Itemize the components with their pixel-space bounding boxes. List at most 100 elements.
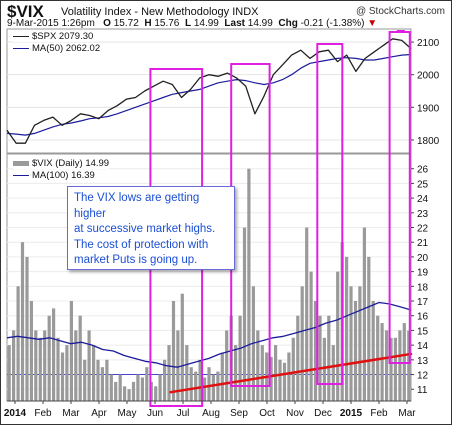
x-tick-label: Mar (62, 408, 80, 419)
vix-bar (78, 315, 82, 401)
vix-bar (140, 377, 144, 401)
vix-bar (109, 374, 113, 401)
x-tick-label: Oct (259, 408, 275, 419)
vix-bar (385, 330, 389, 401)
open-label: O (103, 18, 111, 29)
chg-value: -0.21 (-1.38%) (300, 18, 365, 29)
vix-bar (274, 345, 278, 401)
vix-bar (207, 367, 211, 401)
vix-bar (52, 308, 56, 401)
chg-label: Chg (278, 18, 298, 29)
vix-tick-label: 12 (417, 371, 429, 382)
annotation-line: The cost of protection with (74, 238, 209, 251)
annotation-line: at successive market highs. (74, 223, 216, 235)
x-tick-label: Mar (398, 408, 416, 419)
vix-bar (38, 337, 42, 401)
x-tick-label: Jul (177, 408, 190, 419)
vix-bar (118, 374, 122, 401)
vix-bar (105, 359, 109, 401)
vix-tick-label: 17 (417, 297, 429, 308)
vix-bar (282, 362, 287, 401)
vix-bar (260, 345, 264, 401)
legend-vix: $VIX (Daily) 14.99 (13, 158, 110, 169)
vix-bar (247, 168, 251, 401)
vix-bar (83, 359, 87, 401)
vix-bar (171, 301, 176, 401)
vix-bar (29, 301, 33, 401)
vix-tick-label: 11 (417, 385, 428, 396)
legend-spx-label: $SPX 2079.30 (32, 31, 94, 42)
annotation-line: market Puts is going up. (74, 254, 198, 266)
x-tick-label: Nov (286, 408, 304, 419)
legend-spx: $SPX 2079.30 (13, 31, 94, 42)
vix-bar (69, 301, 73, 401)
vix-bar (371, 301, 375, 401)
credit: @ StockCharts.com (355, 6, 445, 17)
x-tick-label: May (118, 408, 137, 419)
vix-tick-label: 25 (417, 179, 429, 190)
vix-bar (398, 330, 402, 401)
price-tick-label: 2100 (417, 38, 440, 49)
vix-tick-label: 19 (417, 268, 429, 279)
rising-lows-trendline (169, 352, 413, 394)
vix-bar (380, 323, 384, 401)
vix-bar (389, 337, 393, 401)
down-arrow-icon: ▼ (367, 18, 378, 29)
vix-tick-label: 18 (417, 282, 429, 293)
quote-date: 9-Mar-2015 1:26pm (7, 18, 95, 29)
vix-bar (313, 301, 318, 401)
vix-tick-label: 13 (417, 356, 429, 367)
annotation-line: The VIX lows are getting higher (74, 192, 200, 220)
vix-bar (242, 227, 247, 401)
vix-bar (56, 337, 60, 401)
vix-bar (367, 256, 371, 401)
high-label: H (144, 18, 152, 29)
vix-bar (60, 352, 65, 401)
vix-bar (225, 330, 229, 401)
legend-spx-swatch (13, 35, 29, 37)
vix-bar (287, 352, 291, 401)
x-tick-label: 2014 (4, 408, 27, 419)
vix-bar (96, 359, 100, 401)
x-tick-label: Sep (230, 408, 248, 419)
legend-ma100: MA(100) 16.39 (13, 170, 95, 181)
vix-bar (163, 359, 167, 401)
vix-bar (336, 271, 340, 401)
vix-bar (92, 345, 96, 401)
vix-bar (12, 330, 16, 401)
chart-header: $VIX Volatility Index - New Methodology … (1, 1, 451, 29)
vix-bar (158, 374, 162, 401)
highlight-marker (396, 30, 405, 32)
vix-bar (327, 315, 331, 401)
x-tick-label: Feb (370, 408, 388, 419)
vix-bar (269, 356, 273, 401)
vix-bar (322, 337, 326, 401)
vix-bar (220, 352, 224, 401)
vix-tick-label: 15 (417, 326, 429, 337)
legend-ma50: MA(50) 2062.02 (13, 43, 101, 54)
vix-bar (189, 367, 193, 401)
vix-bar (278, 359, 282, 401)
x-tick-label: Dec (314, 408, 332, 419)
vix-bar (358, 286, 362, 401)
vix-tick-label: 14 (417, 341, 429, 352)
vix-bar (127, 389, 131, 401)
vix-bar (194, 371, 198, 401)
vix-bar (216, 371, 220, 401)
vix-bar (349, 286, 353, 401)
vix-bar (331, 345, 335, 401)
highlight-box (316, 43, 344, 385)
vix-bar (136, 374, 140, 401)
vix-bar (202, 377, 207, 401)
quote-line: 9-Mar-2015 1:26pm O 15.72 H 15.76 L 14.9… (7, 18, 377, 29)
vix-bar (353, 301, 358, 401)
last-value: 14.99 (247, 18, 273, 29)
ma100-line (6, 301, 412, 368)
x-tick-label: 2015 (340, 408, 363, 419)
vix-bar (305, 227, 309, 401)
vix-bar (25, 256, 29, 401)
vix-bar (145, 367, 149, 401)
vix-tick-label: 21 (417, 238, 429, 249)
low-value: 14.99 (193, 18, 219, 29)
